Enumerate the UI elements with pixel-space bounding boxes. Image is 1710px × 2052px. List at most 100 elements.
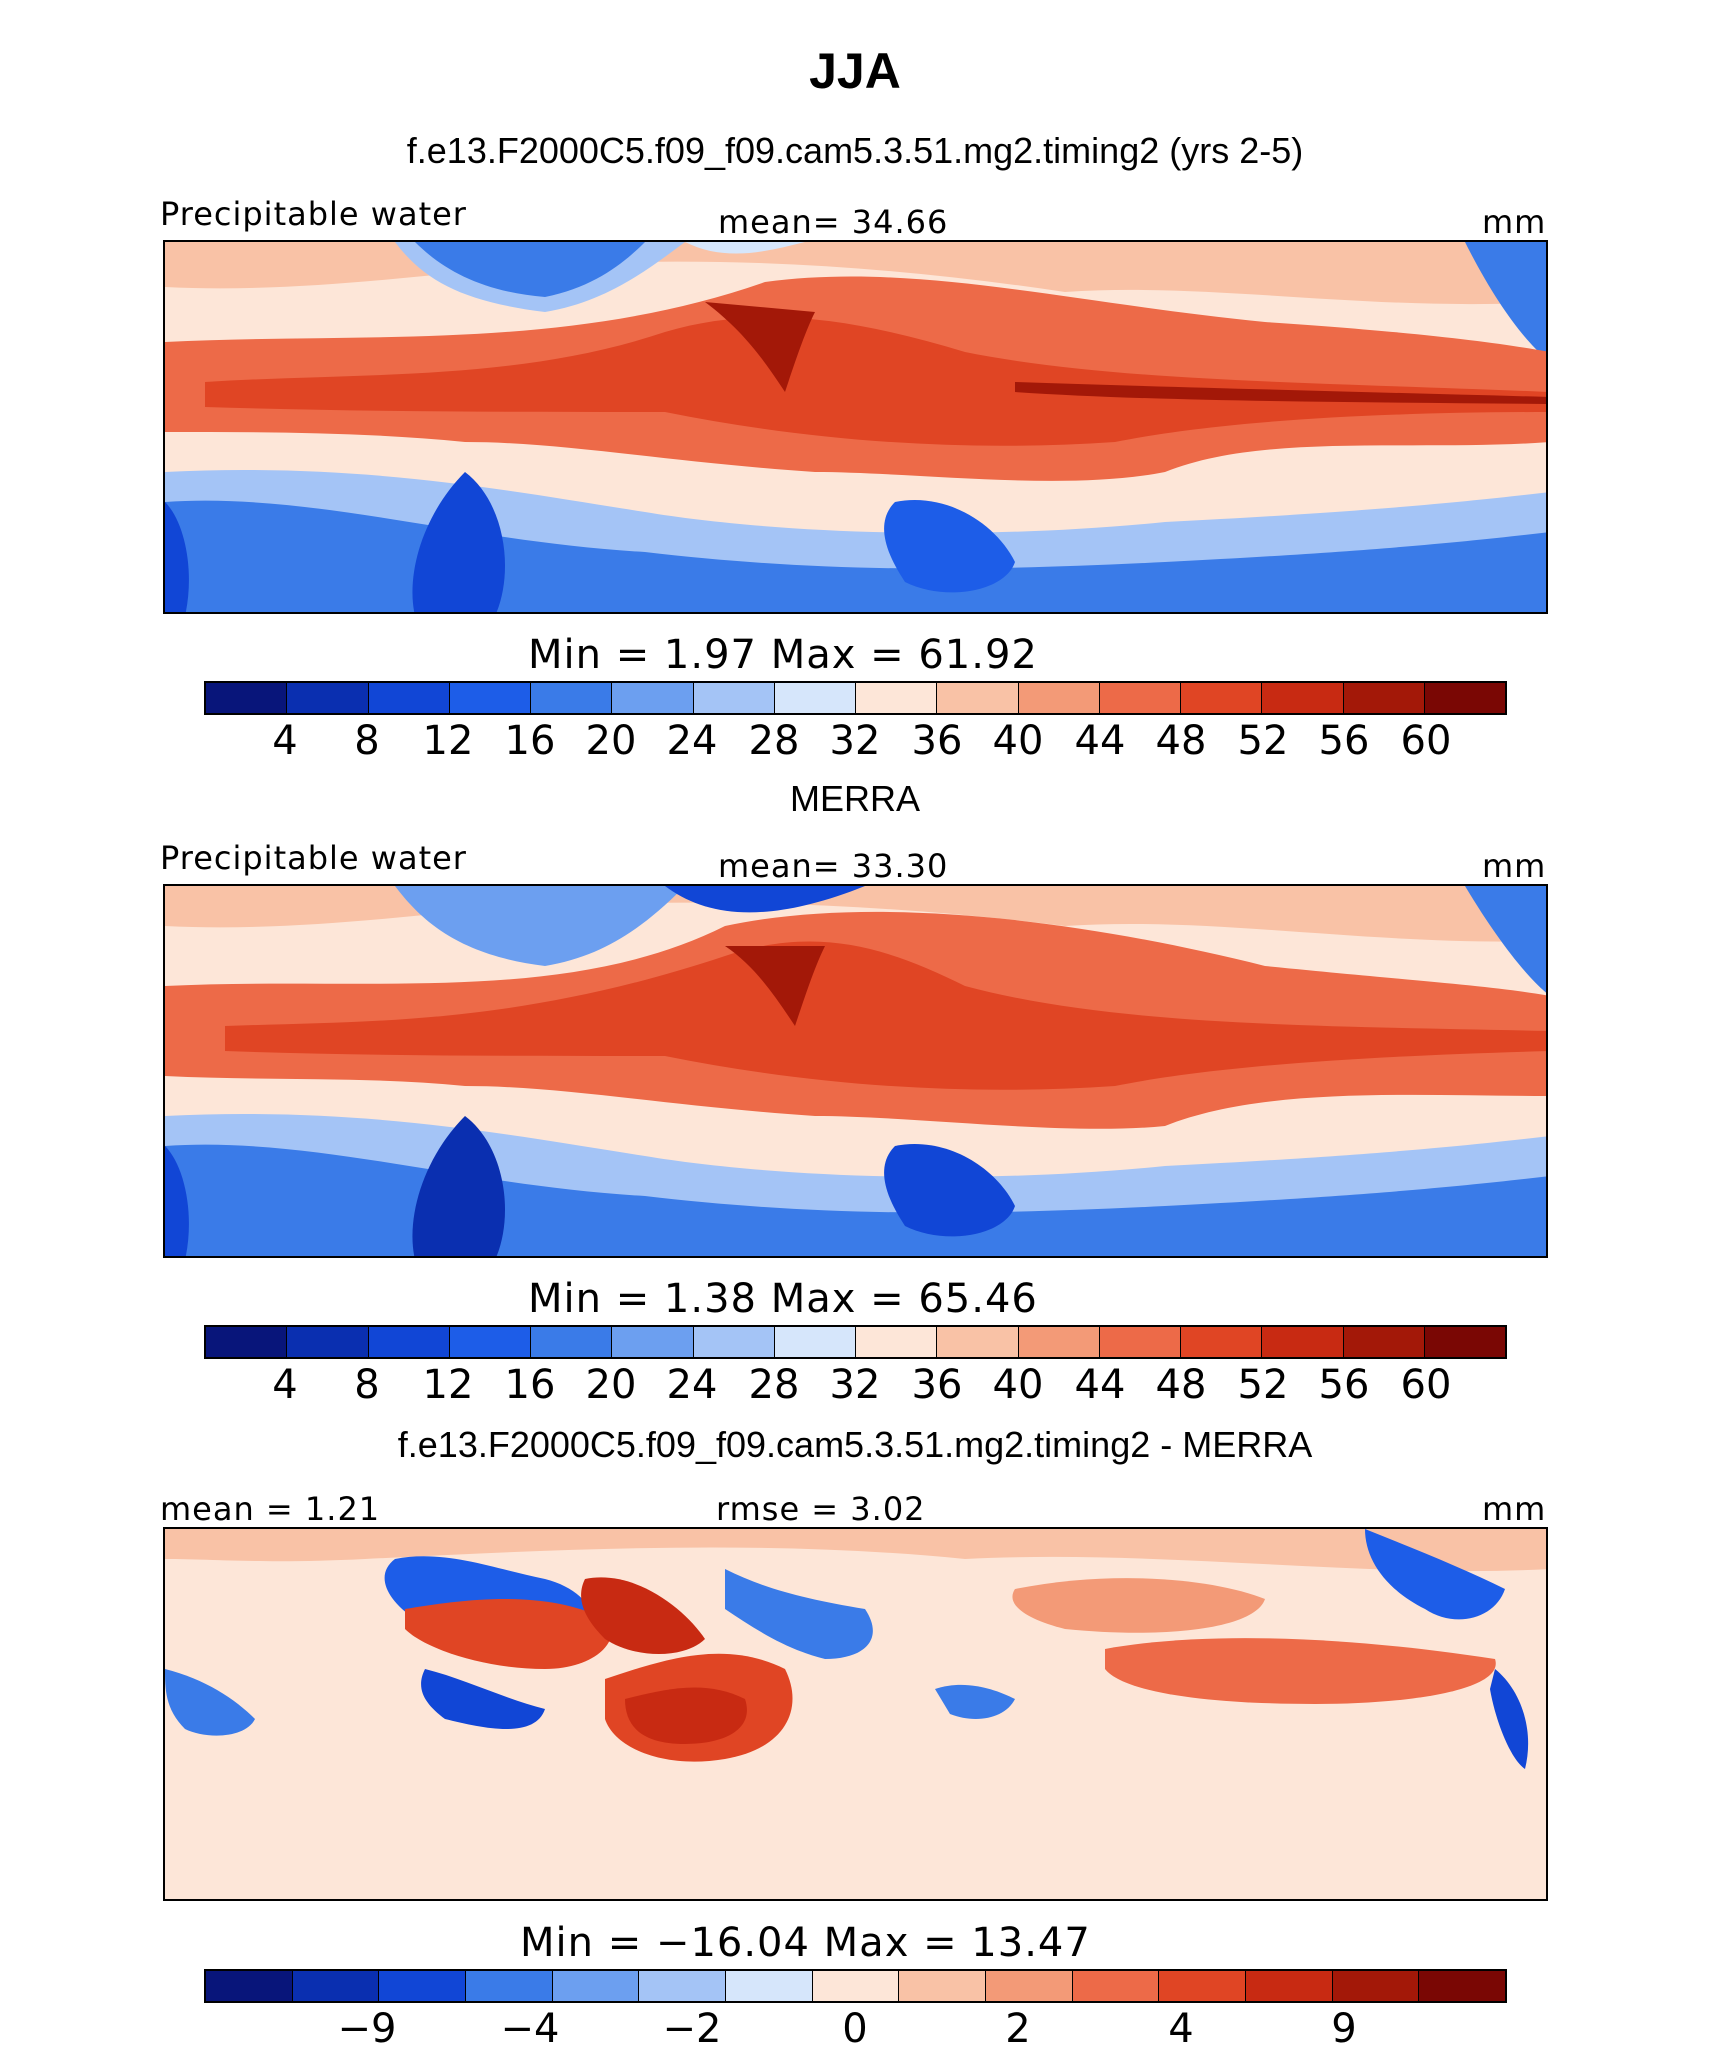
panel-2-colorbar-swatch: [368, 1327, 450, 1357]
panel-2-tick: 32: [829, 1362, 881, 1408]
panel-2-title: MERRA: [789, 778, 920, 819]
panel-3-mean-label: mean = 1.21: [160, 1490, 381, 1528]
panel-2-units-label: mm: [1482, 847, 1547, 885]
panel-1-mean-label: mean= 34.66: [718, 203, 949, 241]
panel-3-colorbar-swatch: [1072, 1971, 1160, 2001]
panel-3-colorbar: [204, 1969, 1507, 2003]
panel-3-tick: 9: [1331, 2006, 1357, 2052]
panel-1-title: f.e13.F2000C5.f09_f09.cam5.3.51.mg2.timi…: [406, 130, 1304, 171]
panel-1-tick: 20: [585, 718, 637, 764]
panel-3-colorbar-swatch: [1332, 1971, 1420, 2001]
panel-2-colorbar-swatch: [1424, 1327, 1505, 1357]
panel-1-tick: 16: [504, 718, 556, 764]
panel-3-colorbar-swatch: [292, 1971, 380, 2001]
panel-1-tick: 44: [1074, 718, 1126, 764]
panel-3-rmse-label: rmse = 3.02: [716, 1490, 926, 1528]
panel-2-colorbar-swatch: [1343, 1327, 1425, 1357]
panel-1-colorbar-swatch: [1099, 683, 1181, 713]
panel-1-colorbar-swatch: [531, 683, 613, 713]
panel-3-colorbar-swatch: [466, 1971, 553, 2001]
panel-3-map: [163, 1527, 1548, 1901]
panel-3-tick: 2: [1005, 2006, 1031, 2052]
panel-2-colorbar-swatch: [856, 1327, 938, 1357]
panel-2-tick: 52: [1237, 1362, 1289, 1408]
panel-3-colorbar-swatch: [726, 1971, 813, 2001]
panel-1-tick: 52: [1237, 718, 1289, 764]
panel-2-colorbar-swatch: [1262, 1327, 1344, 1357]
panel-1-colorbar-swatch: [368, 683, 450, 713]
panel-1-units-label: mm: [1482, 203, 1547, 241]
panel-2-tick: 44: [1074, 1362, 1126, 1408]
panel-2-colorbar-swatch: [1099, 1327, 1181, 1357]
panel-1-colorbar-swatch: [287, 683, 369, 713]
panel-1-colorbar: [204, 681, 1507, 715]
panel-1-tick: 60: [1400, 718, 1452, 764]
panel-3-colorbar-swatch: [552, 1971, 640, 2001]
panel-3-tick: 4: [1168, 2006, 1194, 2052]
panel-1-tick: 12: [422, 718, 474, 764]
panel-3-colorbar-swatch: [986, 1971, 1073, 2001]
panel-1-tick: 4: [272, 718, 298, 764]
panel-2-tick: 16: [504, 1362, 556, 1408]
panel-2-tick: 40: [992, 1362, 1044, 1408]
panel-2-variable-label: Precipitable water: [160, 839, 467, 877]
panel-1-colorbar-swatch: [1262, 683, 1344, 713]
panel-3-colorbar-swatch: [1246, 1971, 1333, 2001]
panel-2-colorbar-swatch: [287, 1327, 369, 1357]
panel-2-colorbar-swatch: [612, 1327, 694, 1357]
panel-3-tick: 0: [842, 2006, 868, 2052]
panel-2-colorbar: [204, 1325, 1507, 1359]
panel-1-tick: 24: [666, 718, 718, 764]
panel-1-colorbar-swatch: [774, 683, 856, 713]
panel-2-colorbar-swatch: [1018, 1327, 1100, 1357]
panel-1-colorbar-swatch: [856, 683, 938, 713]
panel-2-colorbar-swatch: [693, 1327, 775, 1357]
panel-3-map-field: [165, 1529, 1546, 1899]
panel-2-tick: 24: [666, 1362, 718, 1408]
panel-1-tick: 40: [992, 718, 1044, 764]
panel-2-tick: 20: [585, 1362, 637, 1408]
panel-3-title: f.e13.F2000C5.f09_f09.cam5.3.51.mg2.timi…: [397, 1424, 1313, 1465]
figure-title: JJA: [809, 43, 901, 99]
panel-2-tick: 48: [1155, 1362, 1207, 1408]
panel-1-colorbar-swatch: [1018, 683, 1100, 713]
panel-1-tick: 36: [911, 718, 963, 764]
panel-1-tick: 48: [1155, 718, 1207, 764]
panel-1-colorbar-swatch: [612, 683, 694, 713]
panel-2-colorbar-swatch: [531, 1327, 613, 1357]
panel-2-tick: 36: [911, 1362, 963, 1408]
panel-2-colorbar-swatch: [1181, 1327, 1263, 1357]
panel-3-tick: −2: [662, 2006, 722, 2052]
panel-2-colorbar-swatch: [449, 1327, 531, 1357]
panel-2-stats: Min = 1.38 Max = 65.46: [528, 1276, 1038, 1322]
panel-1-tick: 28: [748, 718, 800, 764]
panel-3-colorbar-swatch: [206, 1971, 293, 2001]
panel-3-colorbar-swatch: [1419, 1971, 1506, 2001]
panel-2-tick: 28: [748, 1362, 800, 1408]
panel-1-tick: 32: [829, 718, 881, 764]
panel-1-map-field: [165, 242, 1546, 612]
panel-3-colorbar-swatch: [812, 1971, 900, 2001]
panel-1-map: [163, 240, 1548, 614]
panel-3-units-label: mm: [1482, 1490, 1547, 1528]
panel-1-colorbar-swatch: [449, 683, 531, 713]
panel-2-map: [163, 884, 1548, 1258]
panel-3-colorbar-swatch: [1159, 1971, 1247, 2001]
panel-3-tick: −9: [337, 2006, 397, 2052]
panel-2-tick: 56: [1318, 1362, 1370, 1408]
panel-2-mean-label: mean= 33.30: [718, 847, 949, 885]
panel-3-stats: Min = −16.04 Max = 13.47: [520, 1920, 1091, 1966]
panel-3-colorbar-swatch: [899, 1971, 987, 2001]
panel-2-colorbar-swatch: [937, 1327, 1019, 1357]
panel-1-tick: 8: [354, 718, 380, 764]
panel-1-stats: Min = 1.97 Max = 61.92: [528, 632, 1038, 678]
panel-2-tick: 8: [354, 1362, 380, 1408]
panel-1-colorbar-swatch: [1181, 683, 1263, 713]
panel-2-map-field: [165, 886, 1546, 1256]
panel-3-colorbar-swatch: [379, 1971, 467, 2001]
panel-1-colorbar-swatch: [1424, 683, 1505, 713]
panel-2-tick: 4: [272, 1362, 298, 1408]
panel-1-colorbar-swatch: [1343, 683, 1425, 713]
panel-1-colorbar-swatch: [206, 683, 288, 713]
panel-3-colorbar-swatch: [639, 1971, 727, 2001]
